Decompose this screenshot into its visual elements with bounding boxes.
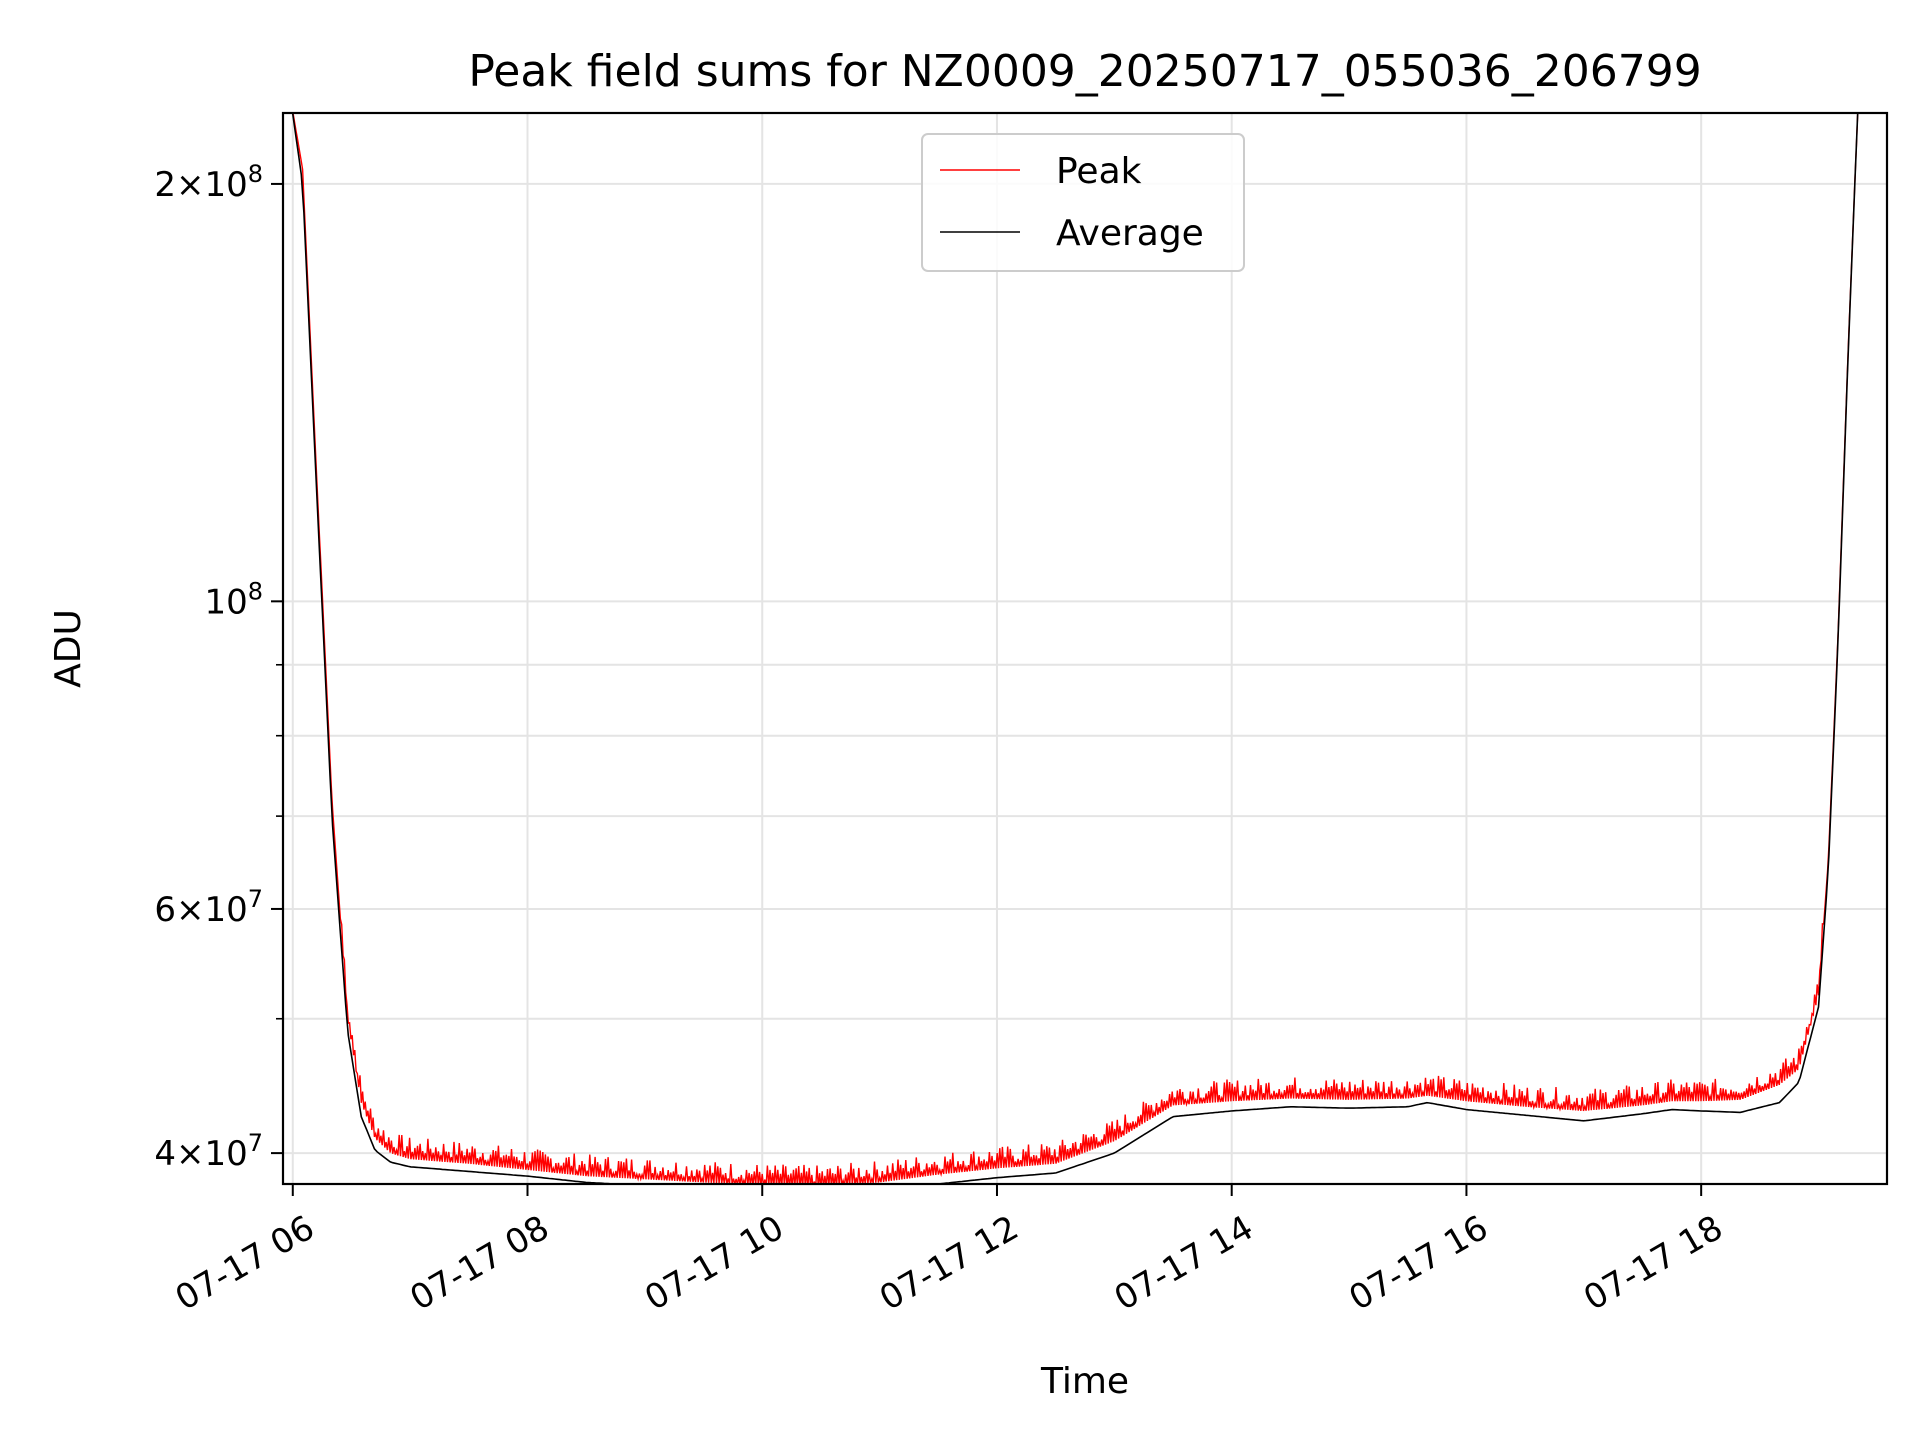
y-tick-times: × <box>176 890 205 930</box>
y-tick-ten: 10 <box>204 165 247 205</box>
y-tick-ten: 10 <box>204 1134 247 1174</box>
y-tick-label: 108 <box>204 577 263 622</box>
y-tick-label: 6×107 <box>154 885 263 930</box>
y-tick-base: 6 <box>154 890 176 930</box>
y-axis-label: ADU <box>48 609 89 688</box>
series-layer <box>291 113 1859 1184</box>
y-tick-exponent: 8 <box>248 160 263 188</box>
x-axis-label: Time <box>1040 1361 1129 1402</box>
y-tick-label: 2×108 <box>154 160 263 205</box>
y-tick-times: × <box>176 165 205 205</box>
series-line-peak <box>292 113 1859 1184</box>
y-tick-label: 4×107 <box>154 1129 263 1174</box>
legend: Peak Average <box>921 133 1245 272</box>
y-tick-base: 4 <box>154 1134 176 1174</box>
legend-label-peak: Peak <box>1056 151 1142 192</box>
series-line-average <box>291 113 1859 1184</box>
y-tick-times: × <box>176 1134 205 1174</box>
y-tick-exponent: 7 <box>248 1129 263 1157</box>
y-tick-exponent: 7 <box>248 885 263 913</box>
legend-box <box>921 133 1245 272</box>
y-tick-ten: 10 <box>204 582 247 622</box>
chart-title: Peak field sums for NZ0009_20250717_0550… <box>468 46 1701 97</box>
y-tick-base: 2 <box>154 165 176 205</box>
y-tick-ten: 10 <box>204 890 247 930</box>
plot-frame <box>281 111 1889 1186</box>
legend-label-average: Average <box>1056 213 1204 254</box>
y-tick-exponent: 8 <box>248 577 263 605</box>
